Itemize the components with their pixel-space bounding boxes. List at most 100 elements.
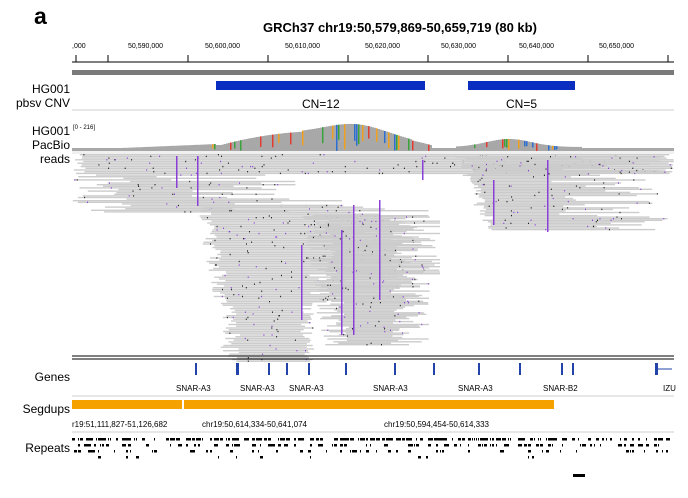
- repeat-element: [562, 438, 565, 441]
- repeat-element: [430, 438, 433, 441]
- repeat-element: [556, 438, 557, 441]
- coverage-bar: [224, 144, 226, 151]
- read: [327, 294, 423, 297]
- coverage-bar: [320, 127, 322, 151]
- read-mismatch: [618, 193, 620, 195]
- coverage-bar: [114, 148, 116, 151]
- cnv-segment-cn5[interactable]: [468, 81, 575, 90]
- coverage-bar: [426, 144, 428, 151]
- coverage-bar: [644, 148, 646, 151]
- read-mismatch: [375, 228, 377, 230]
- read: [333, 341, 422, 343]
- read-mismatch: [285, 262, 287, 264]
- read: [327, 255, 396, 257]
- read: [225, 337, 310, 340]
- read-mismatch: [597, 219, 598, 221]
- read: [338, 342, 392, 344]
- read-mismatch: [281, 260, 282, 263]
- coverage-bar: [538, 143, 540, 151]
- coverage-bar: [470, 145, 472, 151]
- repeat-element: [102, 444, 104, 447]
- coverage-bar: [660, 148, 662, 151]
- read-mismatch: [220, 160, 222, 163]
- read-mismatch: [572, 218, 574, 220]
- segdup-region-2[interactable]: [184, 400, 554, 409]
- coverage-bar: [144, 147, 146, 151]
- read-mismatch: [128, 195, 130, 197]
- coverage-bar: [410, 139, 412, 151]
- read-mismatch: [336, 270, 338, 272]
- read-mismatch: [200, 162, 202, 164]
- repeat-element: [658, 444, 659, 447]
- read: [312, 215, 429, 217]
- read: [77, 196, 228, 199]
- read: [225, 280, 346, 282]
- read: [233, 318, 312, 320]
- read: [236, 313, 314, 315]
- read: [231, 311, 304, 313]
- repeat-element: [210, 438, 212, 441]
- read: [212, 290, 376, 292]
- read-alignments: [72, 154, 674, 362]
- read: [83, 160, 674, 163]
- read-mismatch: [254, 283, 255, 285]
- read-mismatch: [418, 300, 420, 302]
- coverage-bar: [140, 147, 142, 151]
- coverage-bar: [90, 148, 92, 151]
- read-mismatch: [436, 162, 438, 164]
- read-mismatch: [184, 211, 186, 213]
- repeat-element: [130, 444, 131, 447]
- coverage-bar: [496, 140, 498, 151]
- repeat-element: [92, 438, 93, 441]
- coverage-bar: [282, 133, 284, 151]
- read: [329, 331, 393, 333]
- segdup-region-1[interactable]: [72, 400, 182, 409]
- repeat-element: [502, 438, 504, 441]
- repeat-element: [176, 438, 178, 441]
- repeat-element: [88, 438, 91, 441]
- read-mismatch: [488, 205, 490, 207]
- read-mismatch: [349, 251, 351, 253]
- read-mismatch: [154, 184, 156, 186]
- coverage-bar: [192, 145, 194, 151]
- read-mismatch: [551, 194, 553, 197]
- repeat-element: [660, 438, 663, 441]
- read-mismatch: [271, 241, 273, 243]
- repeat-element: [172, 438, 175, 441]
- read: [201, 218, 331, 221]
- read: [214, 234, 335, 236]
- read: [211, 281, 326, 284]
- coverage-bar: [110, 148, 112, 151]
- read-mismatch: [628, 171, 630, 173]
- repeat-element: [90, 450, 93, 453]
- read-mismatch: [190, 174, 192, 176]
- coverage-bar: [472, 144, 474, 151]
- repeat-element: [640, 444, 643, 447]
- coverage-bar: [656, 148, 658, 151]
- read-mismatch: [424, 160, 426, 163]
- read-mismatch: [259, 281, 261, 284]
- read: [211, 231, 365, 233]
- read-mismatch: [245, 318, 247, 320]
- read-mismatch: [598, 163, 600, 166]
- repeat-element: [232, 450, 233, 453]
- gene-exon: [268, 363, 270, 375]
- segdups-track-label: Segdups: [22, 402, 70, 416]
- repeat-element: [194, 450, 195, 453]
- coverage-bar: [158, 146, 160, 151]
- read: [343, 302, 428, 304]
- coverage-bar: [422, 142, 424, 151]
- coverage-bar: [588, 148, 590, 151]
- repeat-element: [562, 444, 563, 447]
- read-mismatch: [319, 154, 321, 156]
- coverage-bar: [458, 146, 460, 151]
- read-mismatch: [323, 245, 325, 247]
- coverage-bar: [200, 144, 202, 151]
- read-mismatch: [223, 227, 224, 229]
- read-mismatch: [402, 296, 404, 298]
- repeat-element: [504, 444, 506, 447]
- read-mismatch: [411, 278, 413, 281]
- cnv-segment-cn12[interactable]: [216, 81, 425, 90]
- coverage-bar: [636, 148, 638, 151]
- read-mismatch: [331, 261, 333, 263]
